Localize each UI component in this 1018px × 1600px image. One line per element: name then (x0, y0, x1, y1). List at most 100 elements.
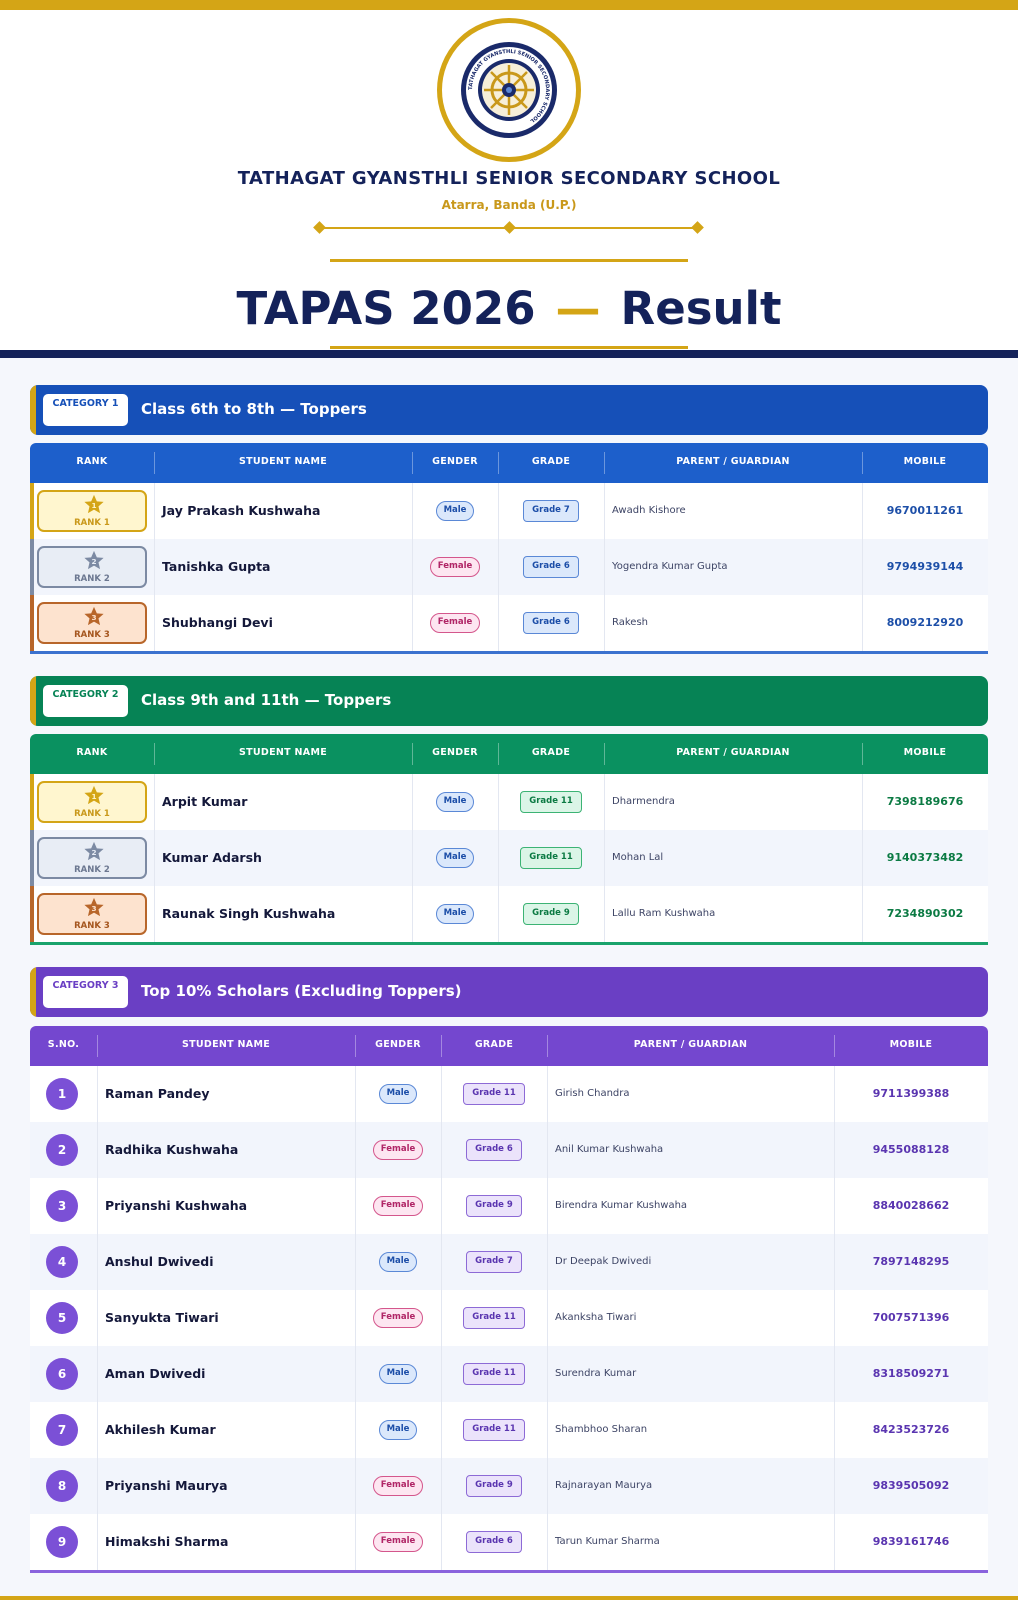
serial-number: 8 (46, 1470, 78, 1502)
grade-badge: Grade 11 (463, 1307, 525, 1329)
star-icon: 2 (84, 550, 104, 570)
parent-name: Lallu Ram Kushwaha (612, 908, 716, 919)
category-3-title: Top 10% Scholars (Excluding Toppers) (141, 982, 462, 1000)
parent-name: Birendra Kumar Kushwaha (555, 1200, 688, 1211)
header-mobile: MOBILE (903, 747, 947, 758)
category-2-table-header: RANK STUDENT NAME GENDER GRADE PARENT / … (30, 734, 988, 774)
grade-badge: Grade 11 (520, 791, 582, 813)
student-name: Jay Prakash Kushwaha (162, 503, 321, 518)
svg-text:3: 3 (91, 904, 96, 913)
mobile-number: 8423523726 (872, 1423, 950, 1436)
parent-name: Awadh Kishore (612, 505, 686, 516)
header-rank: RANK (76, 456, 108, 467)
table-bottom-border (30, 1570, 988, 1573)
ornament-diamond (691, 221, 704, 234)
gender-badge: Female (429, 557, 481, 577)
grade-badge: Grade 7 (523, 500, 579, 522)
student-name: Radhika Kushwaha (105, 1142, 239, 1157)
student-name: Shubhangi Devi (162, 615, 273, 630)
svg-text:2: 2 (91, 557, 96, 566)
grade-badge: Grade 6 (466, 1531, 522, 1553)
rank-badge: 3 RANK 3 (37, 602, 147, 644)
school-logo: TATHAGAT GYANSTHLI SENIOR SECONDARY SCHO… (461, 42, 557, 138)
grade-badge: Grade 6 (466, 1139, 522, 1161)
page-title: TAPAS 2026— Result (236, 282, 782, 335)
category-3-badge: CATEGORY 3 (43, 976, 128, 1008)
rank-label: RANK 2 (74, 865, 110, 875)
category-1-table-header: RANK STUDENT NAME GENDER GRADE PARENT / … (30, 443, 988, 483)
serial-number: 7 (46, 1414, 78, 1446)
header-gender: GENDER (432, 747, 478, 758)
grade-badge: Grade 7 (466, 1251, 522, 1273)
header-parent: PARENT / GUARDIAN (676, 747, 790, 758)
serial-number: 3 (46, 1190, 78, 1222)
student-name: Himakshi Sharma (105, 1534, 229, 1549)
header-student-name: STUDENT NAME (239, 456, 327, 467)
serial-number: 2 (46, 1134, 78, 1166)
gender-badge: Male (435, 501, 475, 521)
mobile-number: 7234890302 (886, 907, 964, 920)
rank-label: RANK 1 (74, 809, 110, 819)
table-row: 9 Himakshi Sharma Female Grade 6 Tarun K… (30, 1514, 988, 1570)
category-2-title: Class 9th and 11th — Toppers (141, 691, 392, 709)
student-name: Tanishka Gupta (162, 559, 271, 574)
header-rank: RANK (76, 747, 108, 758)
serial-number: 1 (46, 1078, 78, 1110)
parent-name: Yogendra Kumar Gupta (612, 561, 728, 572)
school-location: Atarra, Banda (U.P.) (441, 198, 577, 212)
table-row: 2 Radhika Kushwaha Female Grade 6 Anil K… (30, 1122, 988, 1178)
ornament-diamond (313, 221, 326, 234)
mobile-number: 8009212920 (886, 616, 964, 629)
table-row: 5 Sanyukta Tiwari Female Grade 11 Akanks… (30, 1290, 988, 1346)
gender-badge: Female (429, 613, 481, 633)
student-name: Raunak Singh Kushwaha (162, 906, 336, 921)
ornament-diamond (503, 221, 516, 234)
parent-name: Surendra Kumar (555, 1368, 637, 1379)
mobile-number: 7007571396 (872, 1311, 950, 1324)
parent-name: Mohan Lal (612, 852, 664, 863)
category-1-badge: CATEGORY 1 (43, 394, 128, 426)
gender-badge: Male (378, 1364, 418, 1384)
parent-name: Akanksha Tiwari (555, 1312, 637, 1323)
grade-badge: Grade 11 (463, 1083, 525, 1105)
grade-badge: Grade 11 (520, 847, 582, 869)
table-row: 2 RANK 2 Tanishka Gupta Female Grade 6 Y… (30, 539, 988, 595)
rank-badge: 2 RANK 2 (37, 837, 147, 879)
mobile-number: 7398189676 (886, 795, 964, 808)
header-parent: PARENT / GUARDIAN (676, 456, 790, 467)
table-row: 3 RANK 3 Shubhangi Devi Female Grade 6 R… (30, 595, 988, 651)
mobile-number: 9670011261 (886, 504, 964, 517)
category-2-badge: CATEGORY 2 (43, 685, 128, 717)
gender-badge: Female (372, 1476, 424, 1496)
student-name: Kumar Adarsh (162, 850, 262, 865)
parent-name: Tarun Kumar Sharma (555, 1536, 660, 1547)
table-row: 1 RANK 1 Jay Prakash Kushwaha Male Grade… (30, 483, 988, 539)
header-grade: GRADE (531, 747, 571, 758)
serial-number: 5 (46, 1302, 78, 1334)
parent-name: Dharmendra (612, 796, 675, 807)
category-3-table-header: S.NO. STUDENT NAME GENDER GRADE PARENT /… (30, 1026, 988, 1066)
table-row: 2 RANK 2 Kumar Adarsh Male Grade 11 Moha… (30, 830, 988, 886)
serial-number: 6 (46, 1358, 78, 1390)
gender-badge: Female (372, 1196, 424, 1216)
header-grade: GRADE (474, 1039, 514, 1050)
category-2-band: CATEGORY 2 Class 9th and 11th — Toppers (30, 676, 988, 726)
mobile-number: 9455088128 (872, 1143, 950, 1156)
gender-badge: Male (378, 1420, 418, 1440)
student-name: Anshul Dwivedi (105, 1254, 214, 1269)
gender-badge: Male (435, 904, 475, 924)
star-icon: 1 (84, 494, 104, 514)
rank-badge: 3 RANK 3 (37, 893, 147, 935)
table-bottom-border (30, 942, 988, 945)
svg-text:3: 3 (91, 613, 96, 622)
svg-text:1: 1 (91, 501, 96, 510)
star-icon: 1 (84, 785, 104, 805)
category-1-title: Class 6th to 8th — Toppers (141, 400, 367, 418)
header-student-name: STUDENT NAME (182, 1039, 270, 1050)
gender-badge: Male (378, 1084, 418, 1104)
grade-badge: Grade 6 (523, 612, 579, 634)
gender-badge: Female (372, 1532, 424, 1552)
star-icon: 3 (84, 897, 104, 917)
student-name: Sanyukta Tiwari (105, 1310, 219, 1325)
category-1-band: CATEGORY 1 Class 6th to 8th — Toppers (30, 385, 988, 435)
